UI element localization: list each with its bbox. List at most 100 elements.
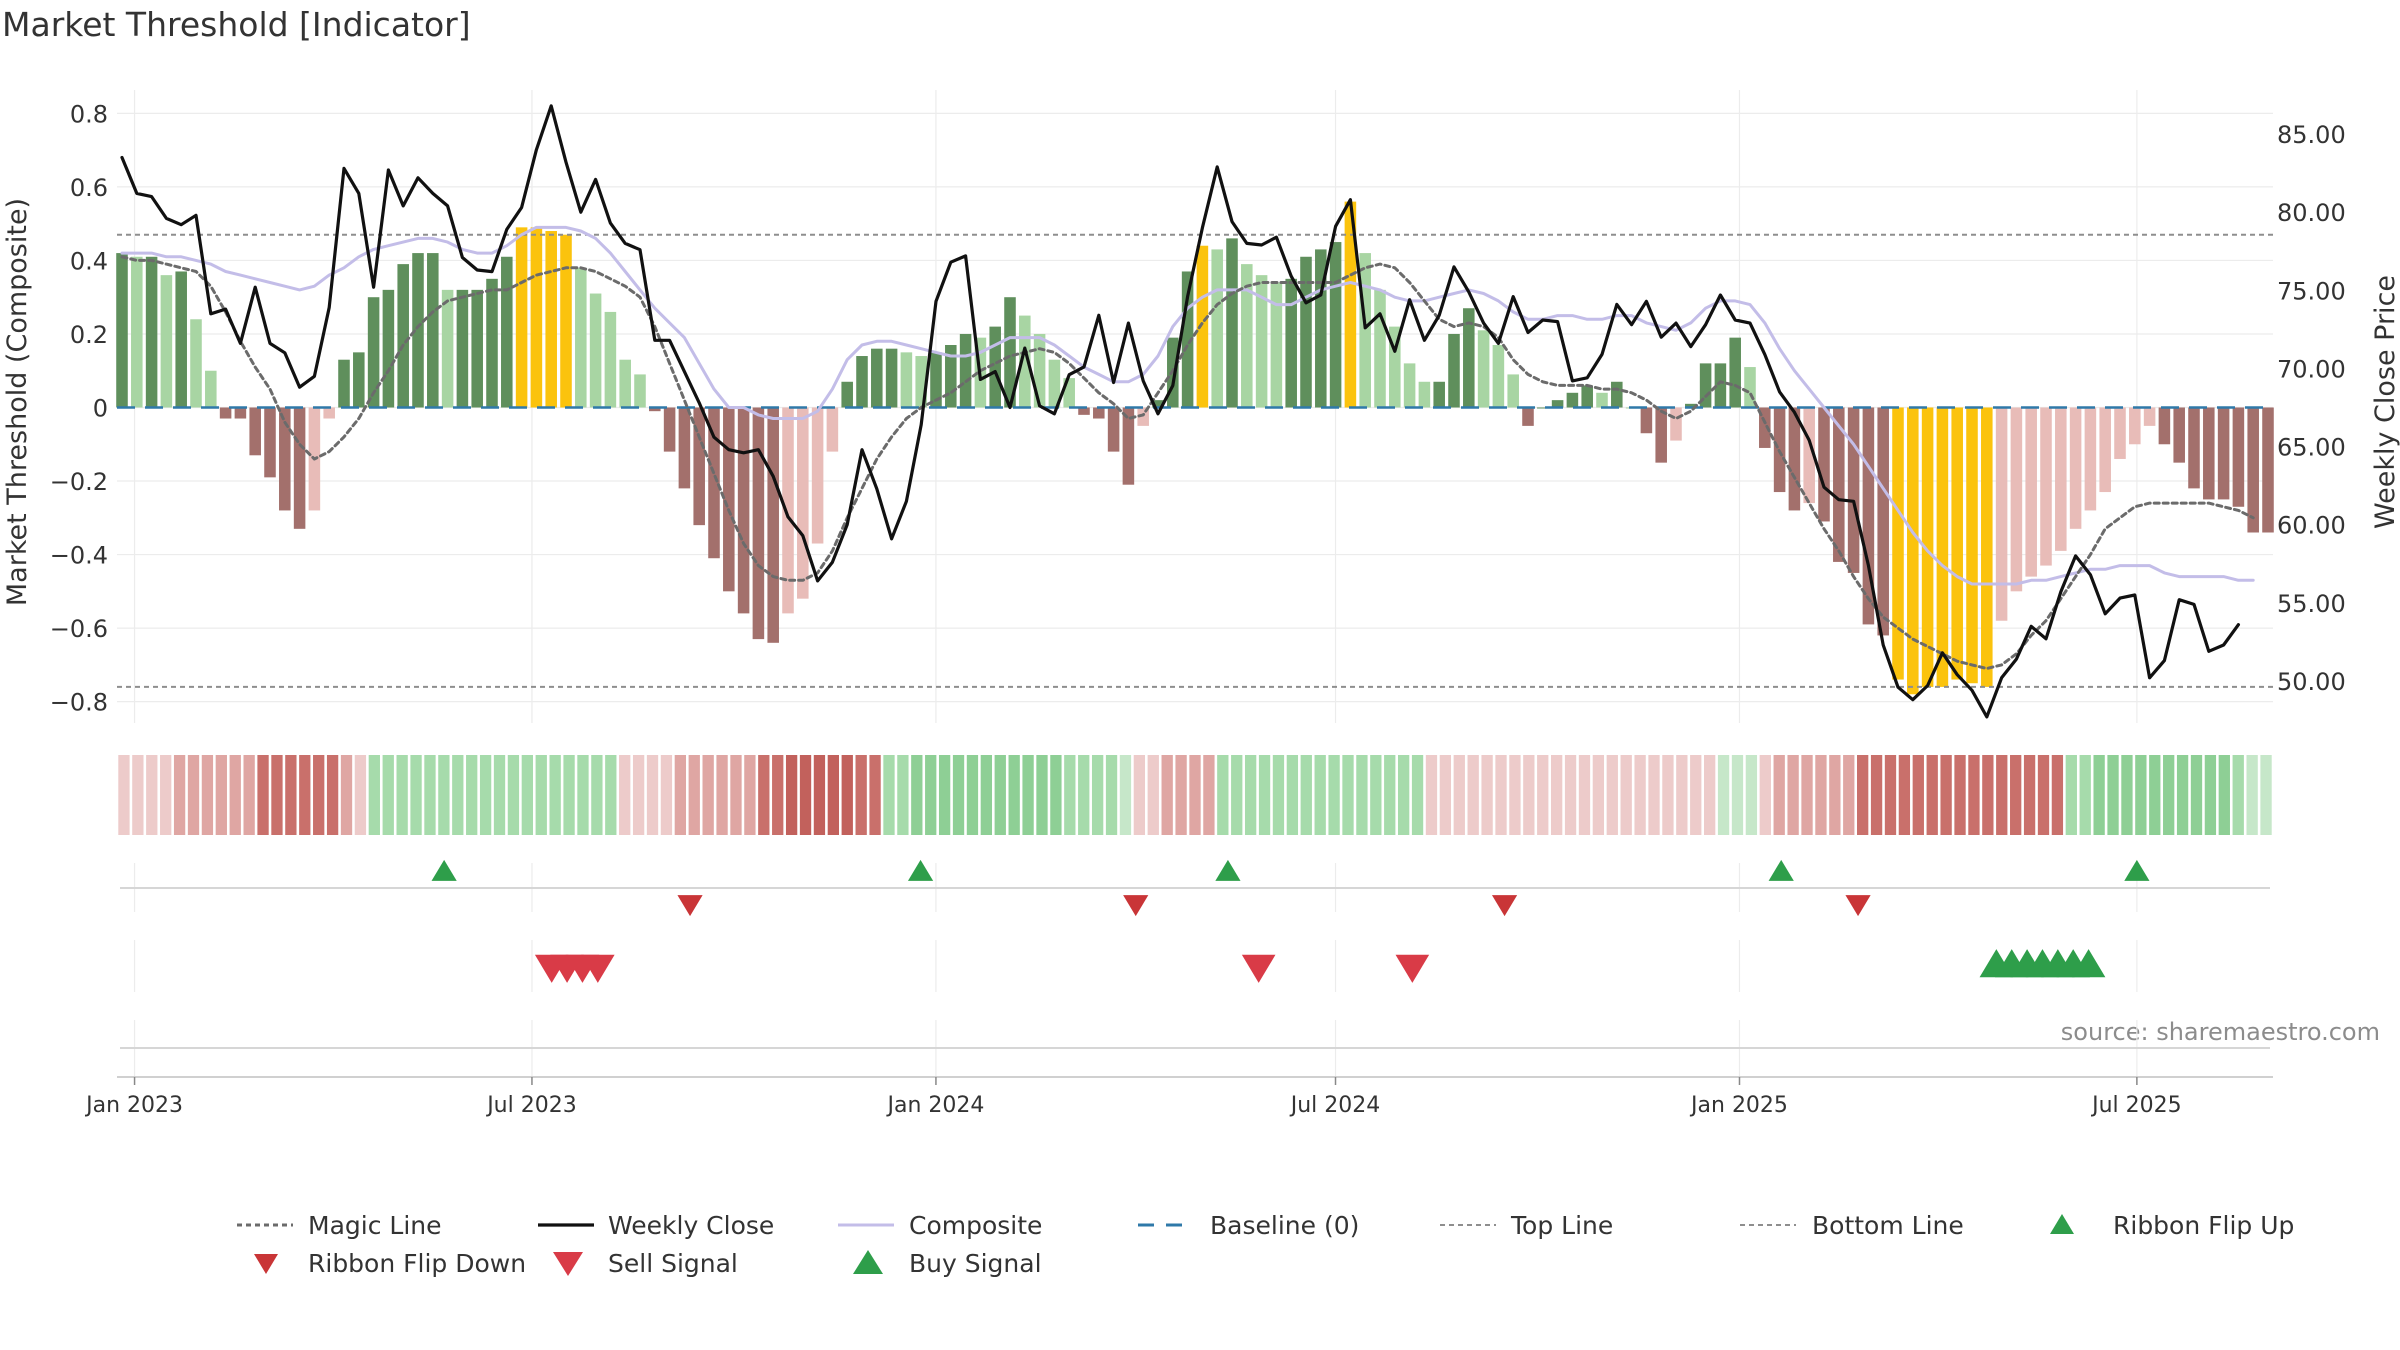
composite-bar	[234, 407, 247, 419]
ribbon-cell	[1592, 755, 1605, 835]
composite-bar	[501, 256, 513, 408]
ribbon-cell	[1690, 755, 1702, 835]
composite-bar	[1093, 407, 1105, 419]
composite-bar	[2010, 407, 2023, 592]
ribbon-cell	[2163, 755, 2175, 835]
ribbon-cell	[1119, 755, 1132, 835]
composite-bar	[131, 256, 143, 408]
composite-bar	[1833, 407, 1845, 562]
ribbon-cell	[799, 755, 812, 835]
ribbon-cell	[326, 755, 339, 835]
ribbon-cell	[1050, 755, 1062, 835]
composite-bar	[649, 407, 661, 412]
composite-bar	[1033, 333, 1046, 408]
ribbon-flip-down-marker	[1845, 895, 1871, 917]
y-right-tick-label: 65.00	[2277, 434, 2346, 462]
ribbon-cell	[619, 755, 631, 835]
ribbon-cell	[271, 755, 283, 835]
composite-bar	[619, 359, 631, 408]
composite-bar	[1522, 407, 1534, 426]
composite-bar	[2232, 407, 2245, 507]
composite-bar	[2114, 407, 2126, 459]
composite-bar	[1270, 282, 1283, 408]
ribbon-cell	[994, 755, 1006, 835]
ribbon-cell	[883, 755, 895, 835]
y-left-tick-label: −0.2	[50, 468, 108, 496]
composite-bar	[1699, 363, 1712, 408]
y-left-tick-label: 0.6	[70, 174, 108, 202]
ribbon-cell	[1801, 755, 1813, 835]
composite-bar	[989, 326, 1001, 408]
ribbon-cell	[591, 755, 603, 835]
ribbon-cell	[2260, 755, 2272, 835]
ribbon-cell	[493, 755, 506, 835]
composite-bar	[441, 289, 454, 408]
legend-item-flipdown: Ribbon Flip Down	[254, 1249, 526, 1278]
composite-bar	[205, 370, 217, 408]
ribbon-cell	[438, 755, 450, 835]
composite-bar	[2143, 407, 2156, 426]
ribbon-cell	[1606, 755, 1618, 835]
ribbon-flip-up-marker	[1215, 859, 1241, 881]
composite-bar	[1329, 242, 1342, 408]
ribbon-cell	[2010, 755, 2022, 835]
ribbon-cell	[1537, 755, 1549, 835]
composite-bar	[1374, 289, 1386, 408]
composite-bar	[175, 271, 187, 408]
y-left-tick-label: 0.4	[70, 247, 108, 275]
weekly-close-line	[120, 104, 2240, 719]
legend-item-composite: Composite	[838, 1211, 1042, 1240]
ribbon-cell	[2065, 755, 2077, 835]
ribbon-flip-down-marker	[1123, 895, 1149, 917]
composite-bar	[811, 407, 824, 544]
sell-signal-marker	[1395, 954, 1430, 983]
legend-item-sell: Sell Signal	[553, 1249, 738, 1278]
composite-bar	[1907, 407, 1919, 695]
x-tick-label: Jan 2024	[885, 1093, 984, 1118]
ribbon-flip-down-marker	[1491, 895, 1518, 917]
legend-label: Bottom Line	[1812, 1211, 1964, 1240]
ribbon-cell	[160, 755, 172, 835]
ribbon-cell	[1481, 755, 1493, 835]
composite-bar	[1714, 363, 1727, 408]
composite-bar	[560, 234, 572, 408]
ribbon-cell	[1523, 755, 1535, 835]
ribbon-cell	[1759, 755, 1771, 835]
composite-bar	[1403, 363, 1416, 408]
ribbon-cell	[2232, 755, 2244, 835]
ribbon-cell	[2051, 755, 2064, 835]
ribbon-cell	[1912, 755, 1924, 835]
composite-bar	[959, 333, 972, 408]
composite-bar	[1181, 271, 1194, 408]
composite-bar	[1596, 392, 1608, 408]
y-axis-right-label: Weekly Close Price	[2370, 275, 2400, 529]
ribbon-cell	[1078, 755, 1090, 835]
ribbon-cell	[1370, 755, 1382, 835]
composite-bar	[353, 352, 365, 408]
ribbon-cell	[1829, 755, 1841, 835]
composite-bar	[2158, 407, 2171, 445]
x-tick-label: Jan 2023	[84, 1093, 183, 1118]
ribbon-cell	[632, 755, 645, 835]
ribbon-cell	[1439, 755, 1452, 835]
composite-bar	[293, 407, 306, 529]
composite-bar	[545, 231, 557, 408]
y-right-tick-label: 75.00	[2277, 277, 2346, 305]
ribbon-cell	[2037, 755, 2050, 835]
ribbon-cell	[980, 755, 993, 835]
composite-bar	[249, 407, 261, 456]
legend-label: Composite	[909, 1211, 1042, 1240]
legend-item-magic: Magic Line	[237, 1211, 442, 1240]
ribbon-cell	[1731, 755, 1744, 835]
ribbon-flip-up-marker	[1768, 859, 1794, 881]
legend-swatch	[853, 1250, 883, 1274]
ribbon-cell	[813, 755, 826, 835]
series-lines	[120, 104, 2255, 719]
ribbon-cell	[479, 755, 492, 835]
composite-bar	[1300, 256, 1312, 408]
composite-bar	[678, 407, 691, 489]
ribbon-cell	[744, 755, 756, 835]
composite-bar	[145, 256, 158, 408]
composite-bar	[1951, 407, 1963, 680]
ribbon-cell	[1898, 755, 1911, 835]
